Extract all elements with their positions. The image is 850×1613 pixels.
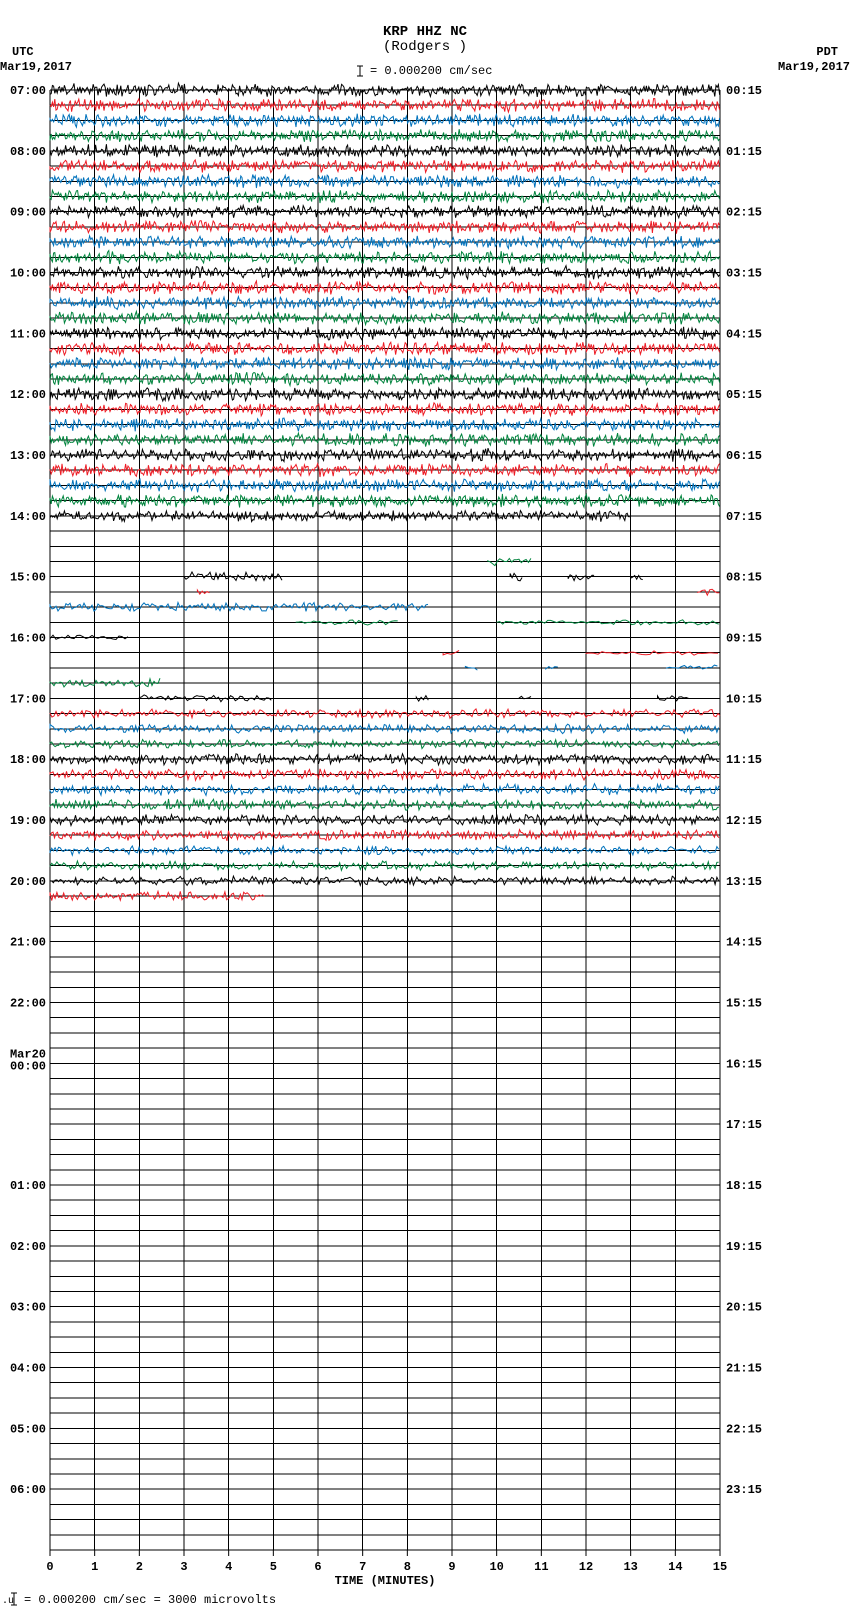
left-time-label: 10:00 — [10, 267, 46, 281]
right-tz: PDT — [816, 45, 838, 59]
x-tick-label: 7 — [359, 1560, 366, 1574]
x-tick-label: 6 — [314, 1560, 321, 1574]
x-tick-label: 10 — [489, 1560, 503, 1574]
right-time-label: 18:15 — [726, 1179, 762, 1193]
left-time-label: 02:00 — [10, 1240, 46, 1254]
right-time-label: 01:15 — [726, 145, 762, 159]
right-time-label: 11:15 — [726, 753, 762, 767]
left-time-label: 05:00 — [10, 1422, 46, 1436]
right-time-label: 14:15 — [726, 936, 762, 950]
left-time-label: 09:00 — [10, 206, 46, 220]
right-date: Mar19,2017 — [778, 60, 850, 74]
right-time-label: 10:15 — [726, 692, 762, 706]
left-time-label: 12:00 — [10, 388, 46, 402]
right-time-label: 12:15 — [726, 814, 762, 828]
right-time-label: 22:15 — [726, 1422, 762, 1436]
title-line1: KRP HHZ NC — [383, 24, 468, 40]
footer-prefix: .u — [2, 1596, 14, 1607]
x-tick-label: 3 — [180, 1560, 187, 1574]
left-time-label: 13:00 — [10, 449, 46, 463]
x-tick-label: 13 — [623, 1560, 637, 1574]
right-time-label: 09:15 — [726, 632, 762, 646]
right-time-label: 21:15 — [726, 1362, 762, 1376]
right-time-label: 17:15 — [726, 1118, 762, 1132]
left-time-label: 21:00 — [10, 936, 46, 950]
left-time-label: 17:00 — [10, 692, 46, 706]
left-time-label: 00:00 — [10, 1059, 46, 1073]
right-time-label: 13:15 — [726, 875, 762, 889]
x-tick-label: 4 — [225, 1560, 232, 1574]
left-time-label: 20:00 — [10, 875, 46, 889]
left-time-label: 15:00 — [10, 571, 46, 585]
left-time-label: 22:00 — [10, 997, 46, 1011]
left-time-label: 14:00 — [10, 510, 46, 524]
left-time-label: 18:00 — [10, 753, 46, 767]
right-time-label: 15:15 — [726, 997, 762, 1011]
right-time-label: 06:15 — [726, 449, 762, 463]
right-time-label: 16:15 — [726, 1057, 762, 1071]
footer-label: = 0.000200 cm/sec = 3000 microvolts — [24, 1593, 276, 1607]
right-time-label: 19:15 — [726, 1240, 762, 1254]
x-tick-label: 15 — [713, 1560, 727, 1574]
right-time-label: 02:15 — [726, 206, 762, 220]
right-time-label: 23:15 — [726, 1483, 762, 1497]
left-time-label: 19:00 — [10, 814, 46, 828]
right-time-label: 04:15 — [726, 327, 762, 341]
x-tick-label: 12 — [579, 1560, 593, 1574]
left-time-label: 16:00 — [10, 632, 46, 646]
x-axis-title: TIME (MINUTES) — [335, 1574, 436, 1588]
title-line2: (Rodgers ) — [383, 39, 467, 55]
left-time-label: 08:00 — [10, 145, 46, 159]
x-tick-label: 5 — [270, 1560, 277, 1574]
right-time-label: 08:15 — [726, 571, 762, 585]
left-time-label: 01:00 — [10, 1179, 46, 1193]
left-time-label: 11:00 — [10, 327, 46, 341]
right-time-label: 05:15 — [726, 388, 762, 402]
x-tick-label: 2 — [136, 1560, 143, 1574]
left-time-label: 04:00 — [10, 1362, 46, 1376]
seismogram-plot: KRP HHZ NC(Rodgers ) = 0.000200 cm/sec UTC… — [0, 0, 850, 1613]
x-tick-label: 9 — [448, 1560, 455, 1574]
right-time-label: 00:15 — [726, 84, 762, 98]
left-date: Mar19,2017 — [0, 60, 72, 74]
x-tick-label: 11 — [534, 1560, 548, 1574]
scale-label: = 0.000200 cm/sec — [370, 64, 492, 78]
left-time-label: 07:00 — [10, 84, 46, 98]
x-tick-label: 14 — [668, 1560, 682, 1574]
x-tick-label: 0 — [46, 1560, 53, 1574]
x-tick-label: 8 — [404, 1560, 411, 1574]
left-time-label: 03:00 — [10, 1301, 46, 1315]
right-time-label: 07:15 — [726, 510, 762, 524]
x-tick-label: 1 — [91, 1560, 98, 1574]
right-time-label: 03:15 — [726, 267, 762, 281]
right-time-label: 20:15 — [726, 1301, 762, 1315]
left-time-label: 06:00 — [10, 1483, 46, 1497]
left-tz: UTC — [12, 45, 34, 59]
